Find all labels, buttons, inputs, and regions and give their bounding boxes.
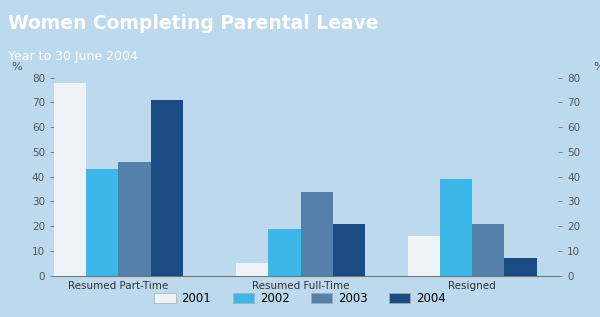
Text: Year to 30 June 2004: Year to 30 June 2004 [8,50,137,63]
Bar [54,83,86,276]
Bar [440,179,472,276]
Bar [472,224,505,276]
Bar [86,169,118,276]
Bar [333,224,365,276]
Bar [268,229,301,276]
Legend: 2001, 2002, 2003, 2004: 2001, 2002, 2003, 2004 [149,287,451,309]
Bar [408,236,440,276]
Text: Women Completing Parental Leave: Women Completing Parental Leave [8,14,379,33]
Bar [118,162,151,276]
Bar [151,100,182,276]
Text: %: % [11,62,22,72]
Bar [505,258,536,276]
Bar [236,263,268,276]
Bar [301,191,333,276]
Text: %: % [593,62,600,72]
